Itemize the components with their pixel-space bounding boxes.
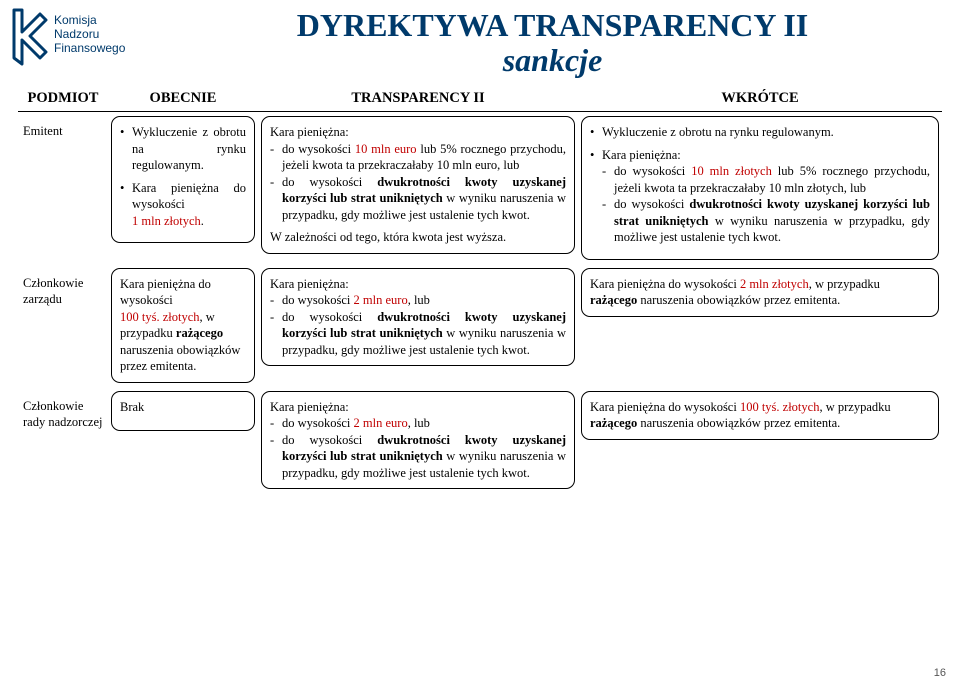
- amount: 2 mln euro: [354, 293, 408, 307]
- text: do wysokości: [282, 310, 377, 324]
- heading: Kara pieniężna:: [270, 399, 566, 416]
- logo: Komisja Nadzoru Finansowego: [10, 8, 165, 66]
- header: Komisja Nadzoru Finansowego DYREKTYWA TR…: [0, 0, 960, 78]
- amount: 2 mln euro: [354, 416, 408, 430]
- amount: 100 tyś. złotych: [740, 400, 820, 414]
- title-sub: sankcje: [165, 43, 940, 78]
- rada-c2: do wysokości dwukrotności kwoty uzyskane…: [270, 432, 566, 482]
- bold: rażącego: [176, 326, 223, 340]
- rada-c1: do wysokości 2 mln euro, lub: [270, 415, 566, 432]
- amount: 1 mln złotych: [132, 214, 201, 228]
- text: Kara pieniężna do wysokości: [590, 277, 740, 291]
- rada-transp: Kara pieniężna: do wysokości 2 mln euro,…: [261, 391, 575, 490]
- emitent-c-tail: W zależności od tego, która kwota jest w…: [270, 229, 566, 246]
- logo-line3: Finansowego: [54, 42, 125, 56]
- page-number: 16: [934, 667, 946, 679]
- emitent-d2b: do wysokości dwukrotności kwoty uzyskane…: [602, 196, 930, 246]
- title-main: DYREKTYWA TRANSPARENCY II: [165, 8, 940, 43]
- emitent-podmiot: Emitent: [21, 116, 105, 147]
- rada-obecnie: Brak: [111, 391, 255, 431]
- zarzad-wkrotce: Kara pieniężna do wysokości 2 mln złotyc…: [581, 268, 939, 317]
- text: naruszenia obowiązków przez emitenta.: [637, 416, 840, 430]
- amount: 10 mln euro: [355, 142, 417, 156]
- col-wkrotce: WKRÓTCE: [578, 86, 942, 112]
- emitent-c2: do wysokości dwukrotności kwoty uzyskane…: [270, 174, 566, 224]
- text: , lub: [408, 416, 430, 430]
- row-zarzad: Członkowie zarządu Kara pieniężna do wys…: [18, 264, 942, 387]
- emitent-obecnie: Wykluczenie z obrotu na rynku regulowany…: [111, 116, 255, 243]
- text: naruszenia obowiązków przez emitenta.: [637, 293, 840, 307]
- emitent-b1: Wykluczenie z obrotu na rynku regulowany…: [120, 124, 246, 174]
- col-podmiot: PODMIOT: [18, 86, 108, 112]
- emitent-d2: Kara pieniężna: do wysokości 10 mln złot…: [590, 147, 930, 246]
- text: do wysokości: [282, 293, 354, 307]
- heading: Kara pieniężna:: [270, 276, 566, 293]
- text: Kara pieniężna do wysokości: [590, 400, 740, 414]
- emitent-b2: Kara pieniężna do wysokości 1 mln złotyc…: [120, 180, 246, 230]
- bold: rażącego: [590, 293, 637, 307]
- heading: Kara pieniężna:: [270, 124, 566, 141]
- text: , w przypadku: [819, 400, 890, 414]
- text: Kara pieniężna do wysokości: [132, 181, 246, 212]
- text: .: [201, 214, 204, 228]
- text: , lub: [408, 293, 430, 307]
- row-emitent: Emitent Wykluczenie z obrotu na rynku re…: [18, 112, 942, 264]
- zarzad-podmiot: Członkowie zarządu: [21, 268, 105, 315]
- text: , w przypadku: [809, 277, 880, 291]
- logo-line1: Komisja: [54, 14, 125, 28]
- text: do wysokości: [282, 142, 355, 156]
- rada-podmiot: Członkowie rady nadzorczej: [21, 391, 105, 438]
- text: naruszenia obowiązków przez emitenta.: [120, 343, 240, 374]
- amount: 10 mln złotych: [691, 164, 772, 178]
- zarzad-obecnie: Kara pieniężna do wysokości 100 tyś. zło…: [111, 268, 255, 383]
- text: do wysokości: [614, 164, 691, 178]
- emitent-d2a: do wysokości 10 mln złotych lub 5% roczn…: [602, 163, 930, 196]
- row-rada: Członkowie rady nadzorczej Brak Kara pie…: [18, 387, 942, 494]
- amount: 100 tyś. złotych: [120, 310, 200, 324]
- emitent-transp: Kara pieniężna: do wysokości 10 mln euro…: [261, 116, 575, 254]
- heading: Kara pieniężna:: [602, 147, 930, 164]
- text: do wysokości: [282, 416, 354, 430]
- text: do wysokości: [282, 175, 377, 189]
- zarzad-transp: Kara pieniężna: do wysokości 2 mln euro,…: [261, 268, 575, 367]
- zarzad-c2: do wysokości dwukrotności kwoty uzyskane…: [270, 309, 566, 359]
- page-title: DYREKTYWA TRANSPARENCY II sankcje: [165, 8, 940, 78]
- col-transp: TRANSPARENCY II: [258, 86, 578, 112]
- logo-line2: Nadzoru: [54, 28, 125, 42]
- col-obecnie: OBECNIE: [108, 86, 258, 112]
- text: do wysokości: [614, 197, 689, 211]
- amount: 2 mln złotych: [740, 277, 809, 291]
- bold: rażącego: [590, 416, 637, 430]
- logo-text: Komisja Nadzoru Finansowego: [54, 14, 125, 55]
- text: Kara pieniężna do wysokości: [120, 277, 211, 308]
- sanctions-table: PODMIOT OBECNIE TRANSPARENCY II WKRÓTCE …: [18, 86, 942, 493]
- emitent-c1: do wysokości 10 mln euro lub 5% rocznego…: [270, 141, 566, 174]
- rada-wkrotce: Kara pieniężna do wysokości 100 tyś. zło…: [581, 391, 939, 440]
- text: do wysokości: [282, 433, 377, 447]
- emitent-wkrotce: Wykluczenie z obrotu na rynku regulowany…: [581, 116, 939, 260]
- knf-logo-icon: [10, 8, 50, 66]
- emitent-d1: Wykluczenie z obrotu na rynku regulowany…: [590, 124, 930, 141]
- zarzad-c1: do wysokości 2 mln euro, lub: [270, 292, 566, 309]
